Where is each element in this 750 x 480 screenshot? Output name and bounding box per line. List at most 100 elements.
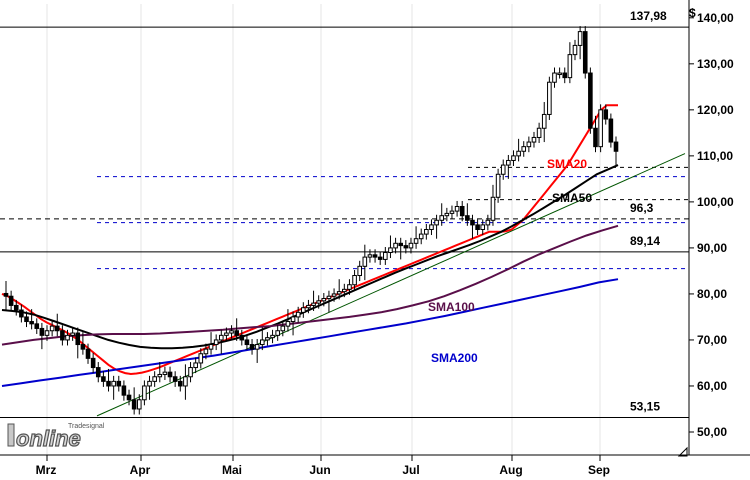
candle-body bbox=[224, 332, 229, 336]
candle-body bbox=[80, 344, 86, 350]
candle-body bbox=[511, 155, 516, 161]
candle-body bbox=[188, 367, 193, 378]
candle-body bbox=[459, 205, 465, 217]
y-axis: $140,00 130,00 120,00 110,00 100,00 90,00 80,0… bbox=[689, 6, 734, 439]
candle-body bbox=[208, 344, 214, 350]
y-tick-label: 50,00 bbox=[697, 425, 727, 439]
candle-body bbox=[506, 159, 511, 166]
candle-body bbox=[439, 215, 445, 221]
x-tick-label: Jul bbox=[402, 463, 419, 477]
candle-body bbox=[500, 164, 506, 175]
candle-body bbox=[172, 376, 178, 382]
candle-body bbox=[398, 242, 404, 247]
y-tick-label: 130,00 bbox=[697, 57, 734, 71]
candle-body bbox=[572, 44, 578, 56]
candle-body bbox=[342, 288, 347, 293]
x-tick-label: Mai bbox=[222, 463, 242, 477]
y-tick-label: 90,00 bbox=[697, 241, 727, 255]
candle-body bbox=[449, 210, 455, 214]
candle-body bbox=[34, 323, 40, 329]
sma-label-sma100: SMA100 bbox=[428, 300, 475, 314]
candle-body bbox=[388, 247, 393, 254]
sma-line-sma200 bbox=[1, 278, 619, 387]
candle-body bbox=[234, 330, 239, 336]
candle-body bbox=[613, 141, 619, 152]
trend-line bbox=[96, 153, 686, 417]
candles bbox=[3, 26, 619, 415]
candle-body bbox=[577, 31, 583, 46]
candle-body bbox=[403, 245, 409, 249]
sma-line-sma100 bbox=[1, 224, 619, 346]
candle-body bbox=[352, 275, 357, 286]
candle-body bbox=[239, 334, 245, 341]
candle-body bbox=[254, 344, 260, 350]
y-tick-label: 60,00 bbox=[697, 379, 727, 393]
candle-body bbox=[495, 173, 501, 198]
level-label: 137,98 bbox=[630, 9, 667, 23]
candle-body bbox=[3, 292, 9, 297]
x-tick-label: Jun bbox=[309, 463, 330, 477]
candle-body bbox=[147, 380, 152, 387]
x-axis: Mrz Apr Mai Jun Jul Aug Sep bbox=[36, 446, 688, 477]
candle-body bbox=[265, 337, 270, 341]
candle-body bbox=[116, 380, 122, 387]
candle-body bbox=[126, 394, 132, 401]
candle-body bbox=[177, 380, 183, 387]
sma-label-sma200: SMA200 bbox=[431, 351, 478, 365]
candle-body bbox=[547, 81, 552, 115]
candle-body bbox=[557, 72, 562, 76]
candle-body bbox=[95, 367, 101, 378]
candle-body bbox=[475, 224, 480, 231]
trend-line bbox=[96, 153, 686, 417]
candle-body bbox=[465, 215, 470, 221]
candle-body bbox=[429, 224, 434, 231]
candle-body bbox=[608, 118, 614, 143]
candle-body bbox=[75, 332, 81, 346]
candle-body bbox=[562, 72, 568, 79]
candle-body bbox=[336, 291, 342, 295]
level-label: 96,3 bbox=[630, 201, 654, 215]
candle-body bbox=[306, 304, 311, 309]
candle-body bbox=[44, 330, 50, 336]
candle-body bbox=[588, 72, 593, 129]
candle-body bbox=[136, 399, 142, 410]
candle-body bbox=[24, 316, 29, 323]
candle-body bbox=[413, 238, 419, 244]
candle-body bbox=[434, 219, 439, 226]
sma-label-sma20: SMA20 bbox=[547, 157, 587, 171]
x-tick-label: Sep bbox=[588, 463, 610, 477]
candle-body bbox=[552, 72, 557, 83]
candle-body bbox=[347, 284, 352, 290]
candle-body bbox=[54, 325, 60, 332]
candle-body bbox=[8, 295, 14, 306]
sma-labels: SMA20 SMA50 SMA100 SMA200 bbox=[428, 157, 592, 365]
candle-body bbox=[372, 254, 378, 258]
candle-body bbox=[521, 146, 527, 152]
candle-body bbox=[516, 150, 521, 157]
candle-body bbox=[444, 212, 450, 217]
candle-body bbox=[526, 141, 532, 148]
logo-bar-icon bbox=[7, 423, 15, 447]
candle-body bbox=[593, 127, 598, 148]
candle-body bbox=[383, 252, 388, 260]
candle-body bbox=[121, 385, 127, 396]
plot-frame bbox=[0, 0, 750, 456]
y-tick-label: 100,00 bbox=[697, 195, 734, 209]
candle-body bbox=[567, 54, 573, 79]
candle-body bbox=[244, 339, 250, 346]
x-tick-label: Aug bbox=[499, 463, 522, 477]
candle-body bbox=[60, 330, 65, 341]
candle-body bbox=[357, 265, 362, 277]
candle-body bbox=[106, 380, 111, 387]
candle-body bbox=[131, 399, 137, 410]
candle-body bbox=[541, 113, 547, 129]
sma-label-sma50: SMA50 bbox=[552, 191, 592, 205]
x-tick-label: Mrz bbox=[36, 463, 57, 477]
candle-body bbox=[301, 307, 306, 313]
level-lines: 137,98 96,3 89,14 53,15 bbox=[0, 9, 689, 418]
candle-body bbox=[213, 339, 219, 346]
candle-body bbox=[470, 219, 475, 226]
